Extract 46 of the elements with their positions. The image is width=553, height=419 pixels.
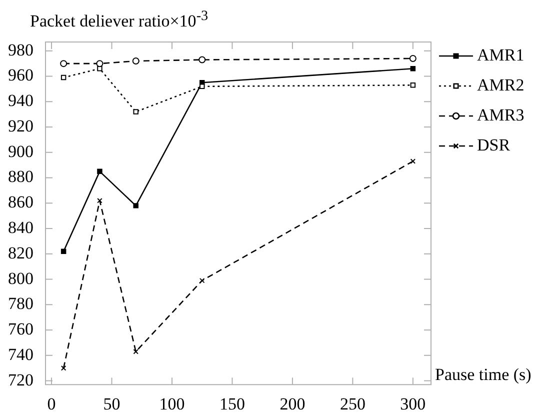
- y-tick-label: 760: [8, 320, 34, 339]
- x-tick-label: 250: [340, 394, 366, 414]
- y-tick-label: 920: [8, 116, 34, 136]
- y-tick-label: 940: [8, 91, 34, 110]
- y-tick-label: 840: [8, 218, 34, 237]
- x-tick-label: 0: [47, 394, 56, 414]
- point: [96, 60, 104, 68]
- y-tick-label: 900: [8, 142, 34, 161]
- x-tick-label: 50: [103, 394, 120, 414]
- point: [97, 198, 102, 204]
- y-tick-label: 960: [8, 66, 34, 85]
- y-tick-label: 880: [8, 167, 34, 186]
- point: [133, 109, 138, 114]
- x-axis-title: Pause time (s): [435, 364, 532, 385]
- y-axis-title: Packet deliever ratio×10$^{-3}$: [30, 8, 208, 32]
- legend-label: DSR: [477, 135, 511, 154]
- y-tick-label: 740: [8, 344, 34, 364]
- y-tick-label: 820: [8, 243, 34, 262]
- point: [60, 248, 66, 254]
- point: [409, 54, 416, 62]
- point: [133, 203, 138, 208]
- x-tick-label: 200: [280, 394, 306, 414]
- point: [199, 278, 205, 284]
- point: [97, 66, 102, 72]
- point: [132, 58, 140, 65]
- point: [410, 66, 416, 72]
- point: [410, 158, 416, 164]
- legend-label: AMR1: [477, 45, 524, 64]
- point: [60, 365, 66, 371]
- x-tick-label: 100: [159, 394, 185, 414]
- y-tick-label: 780: [8, 294, 34, 314]
- point: [60, 74, 66, 80]
- point: [60, 60, 68, 68]
- point: [199, 84, 205, 90]
- y-tick-label: 800: [8, 268, 34, 288]
- x-tick-label: 300: [400, 394, 426, 414]
- y-tick-label: 720: [8, 370, 34, 390]
- point: [133, 348, 138, 354]
- legend-label: AMR3: [477, 105, 524, 124]
- y-tick-label: 980: [8, 40, 34, 60]
- point: [198, 56, 206, 64]
- y-tick-label: 860: [8, 192, 34, 212]
- point: [410, 82, 416, 88]
- legend-label: AMR2: [477, 75, 524, 94]
- point: [97, 168, 102, 174]
- x-tick-label: 150: [219, 394, 245, 414]
